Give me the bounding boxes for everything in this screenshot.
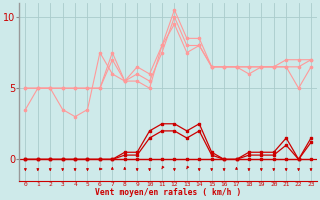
X-axis label: Vent moyen/en rafales ( km/h ): Vent moyen/en rafales ( km/h ): [95, 188, 241, 197]
